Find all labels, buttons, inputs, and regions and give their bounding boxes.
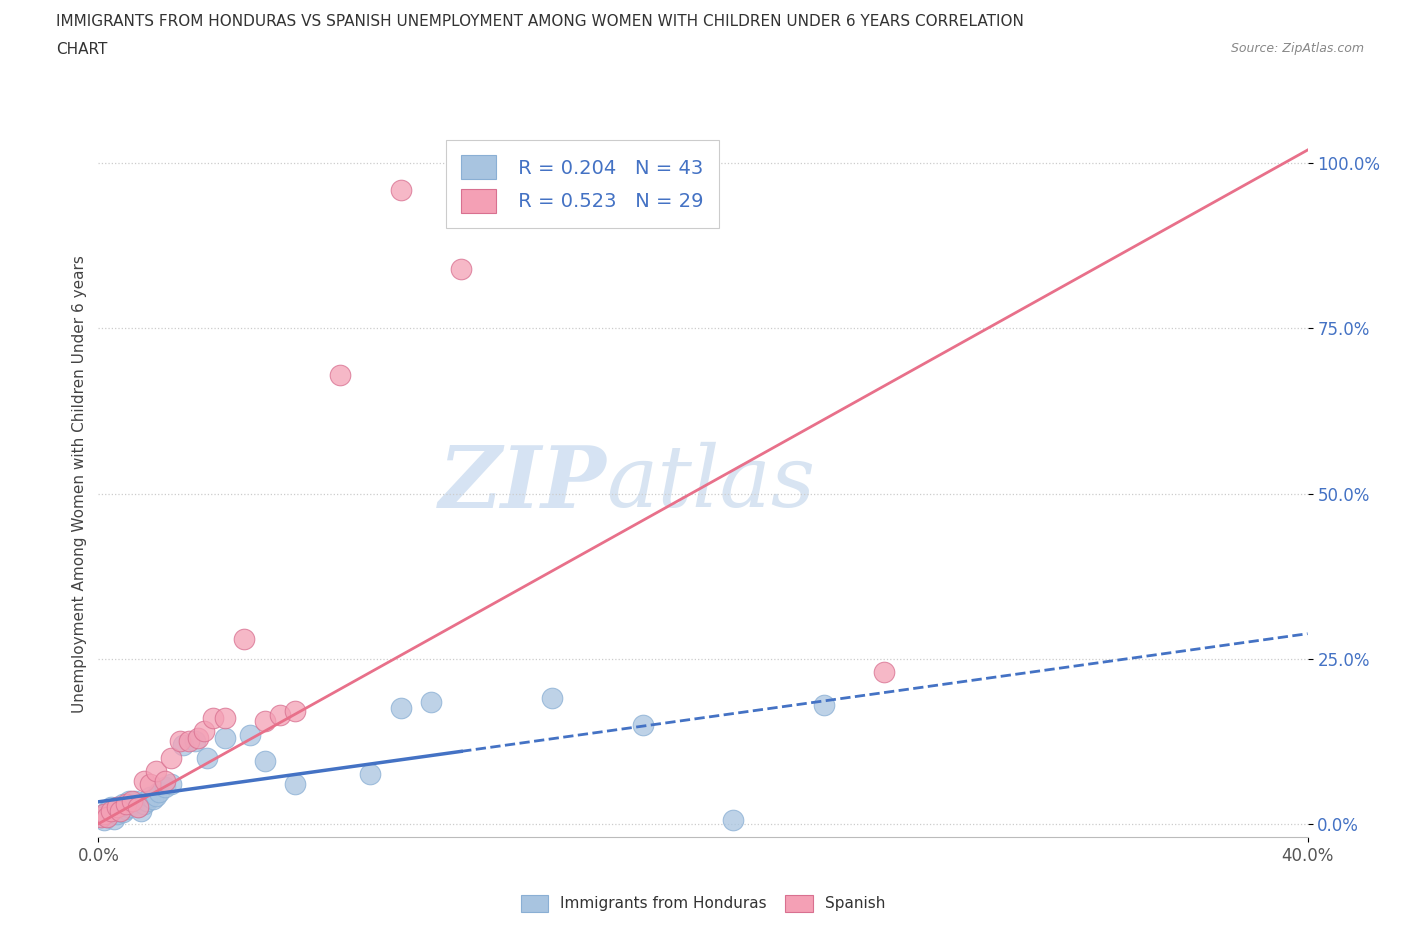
- Text: IMMIGRANTS FROM HONDURAS VS SPANISH UNEMPLOYMENT AMONG WOMEN WITH CHILDREN UNDER: IMMIGRANTS FROM HONDURAS VS SPANISH UNEM…: [56, 14, 1024, 29]
- Point: [160, 751, 183, 765]
- Point: [90, 810, 112, 825]
- Point: [145, 764, 167, 778]
- Point: [139, 790, 162, 804]
- Point: [172, 737, 194, 752]
- Point: [114, 796, 136, 811]
- Point: [111, 796, 134, 811]
- Point: [108, 804, 131, 818]
- Point: [284, 777, 307, 791]
- Point: [389, 700, 412, 715]
- Text: CHART: CHART: [56, 42, 108, 57]
- Point: [177, 734, 201, 749]
- Point: [135, 793, 157, 808]
- Point: [105, 800, 128, 815]
- Point: [129, 804, 152, 818]
- Point: [127, 800, 149, 815]
- Point: [132, 774, 155, 789]
- Point: [193, 724, 215, 738]
- Point: [100, 806, 122, 821]
- Point: [103, 804, 125, 818]
- Y-axis label: Unemployment Among Women with Children Under 6 years: Unemployment Among Women with Children U…: [72, 255, 87, 712]
- Point: [153, 780, 176, 795]
- Point: [118, 800, 141, 815]
- Point: [873, 664, 896, 679]
- Point: [284, 704, 307, 719]
- Point: [187, 730, 209, 745]
- Point: [329, 367, 352, 382]
- Point: [121, 796, 143, 811]
- Text: ZIP: ZIP: [439, 442, 606, 525]
- Point: [160, 777, 183, 791]
- Point: [813, 698, 835, 712]
- Point: [100, 800, 122, 815]
- Point: [127, 800, 149, 815]
- Point: [96, 810, 118, 825]
- Legend:  R = 0.204   N = 43,  R = 0.523   N = 29: R = 0.204 N = 43, R = 0.523 N = 29: [446, 140, 718, 228]
- Point: [90, 810, 112, 825]
- Point: [202, 711, 225, 725]
- Point: [540, 691, 562, 706]
- Point: [93, 813, 115, 828]
- Point: [450, 261, 472, 276]
- Point: [132, 796, 155, 811]
- Point: [103, 811, 125, 826]
- Point: [195, 751, 218, 765]
- Legend: Immigrants from Honduras, Spanish: Immigrants from Honduras, Spanish: [515, 889, 891, 918]
- Point: [111, 804, 134, 819]
- Point: [121, 793, 143, 808]
- Text: Source: ZipAtlas.com: Source: ZipAtlas.com: [1230, 42, 1364, 55]
- Point: [184, 734, 207, 749]
- Point: [389, 182, 412, 197]
- Point: [721, 813, 744, 828]
- Point: [239, 727, 262, 742]
- Point: [419, 694, 441, 709]
- Point: [148, 785, 170, 800]
- Point: [105, 800, 128, 815]
- Point: [153, 774, 176, 789]
- Point: [214, 711, 236, 725]
- Point: [124, 793, 146, 808]
- Point: [96, 804, 118, 818]
- Point: [100, 804, 122, 818]
- Text: atlas: atlas: [606, 443, 815, 525]
- Point: [214, 730, 236, 745]
- Point: [253, 753, 276, 768]
- Point: [631, 717, 654, 732]
- Point: [105, 806, 128, 821]
- Point: [232, 631, 254, 646]
- Point: [253, 714, 276, 729]
- Point: [108, 804, 131, 818]
- Point: [269, 708, 291, 723]
- Point: [96, 810, 118, 825]
- Point: [118, 793, 141, 808]
- Point: [169, 734, 191, 749]
- Point: [93, 806, 115, 821]
- Point: [93, 806, 115, 821]
- Point: [540, 176, 562, 191]
- Point: [139, 777, 162, 791]
- Point: [145, 789, 167, 804]
- Point: [142, 791, 165, 806]
- Point: [114, 802, 136, 817]
- Point: [360, 767, 382, 782]
